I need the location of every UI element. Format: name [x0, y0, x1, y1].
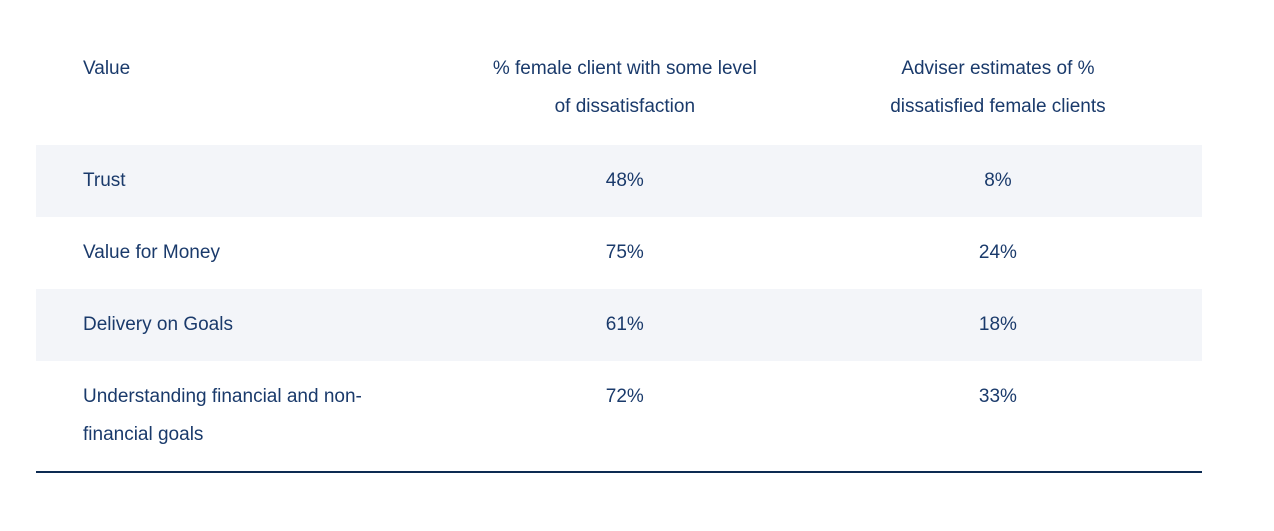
- header-female-dissatisfaction: % female client with some level of dissa…: [456, 0, 794, 145]
- table-header: Value % female client with some level of…: [36, 0, 1202, 145]
- table-row-understanding-goals: Understanding financial and non-financia…: [36, 361, 1202, 472]
- female-pct-cell: 72%: [605, 386, 644, 407]
- adviser-pct-cell: 33%: [978, 386, 1017, 407]
- row-label: Understanding financial and non-financia…: [83, 386, 362, 445]
- table-row-delivery-on-goals: Delivery on Goals 61% 18%: [36, 289, 1202, 361]
- adviser-pct-cell: 18%: [978, 314, 1017, 335]
- header-value-label: Value: [83, 58, 131, 79]
- row-label: Value for Money: [83, 242, 220, 263]
- header-adviser-estimates-label: Adviser estimates of % dissatisfied fema…: [890, 58, 1106, 117]
- row-label: Trust: [83, 170, 126, 191]
- header-row: Value % female client with some level of…: [36, 0, 1202, 145]
- dissatisfaction-table: Value % female client with some level of…: [36, 0, 1202, 473]
- female-pct-cell: 48%: [605, 170, 644, 191]
- table-row-trust: Trust 48% 8%: [36, 145, 1202, 217]
- header-adviser-estimates: Adviser estimates of % dissatisfied fema…: [794, 0, 1202, 145]
- table-row-value-for-money: Value for Money 75% 24%: [36, 217, 1202, 289]
- table-body: Trust 48% 8% Value for Money 75% 24% Del…: [36, 145, 1202, 472]
- female-pct-cell: 61%: [605, 314, 644, 335]
- adviser-pct-cell: 24%: [978, 242, 1017, 263]
- adviser-pct-cell: 8%: [984, 170, 1012, 191]
- header-value: Value: [36, 0, 456, 145]
- female-pct-cell: 75%: [605, 242, 644, 263]
- header-female-dissatisfaction-label: % female client with some level of dissa…: [492, 58, 757, 117]
- row-label: Delivery on Goals: [83, 314, 233, 335]
